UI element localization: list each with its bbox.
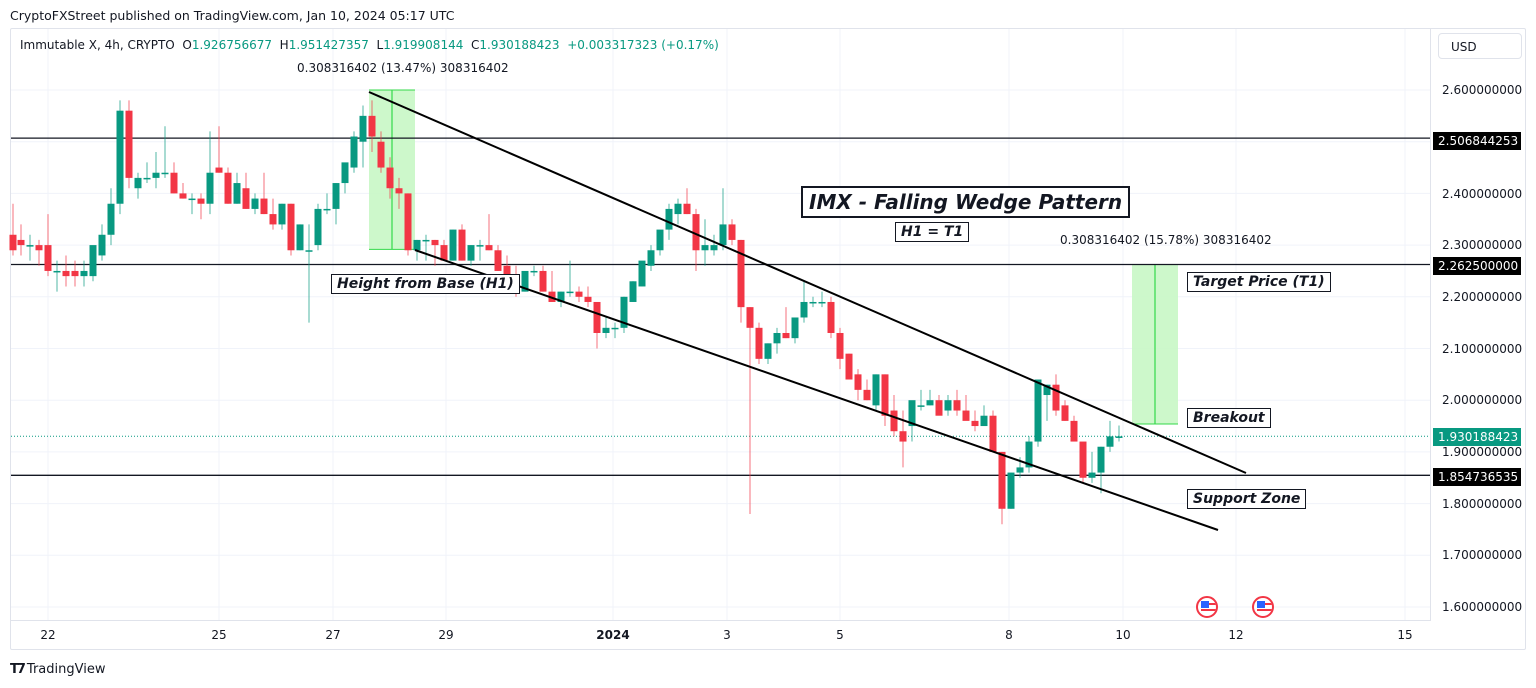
price-tick: 2.400000000 [1442,187,1523,201]
price-tick: 1.600000000 [1442,600,1523,614]
time-tick: 15 [1397,628,1413,642]
tradingview-logo[interactable]: T7 TradingView [10,662,106,677]
change-value: +0.003317323 (+0.17%) [567,38,719,52]
tradingview-logo-icon: T7 [10,662,26,677]
height-from-base-note[interactable]: Height from Base (H1) [331,274,520,294]
low-value: 1.919908144 [383,38,464,52]
time-tick: 2024 [596,628,630,642]
target-price-note[interactable]: Target Price (T1) [1187,272,1331,292]
time-tick: 5 [836,628,844,642]
support-price-tag: 1.854736535 [1433,468,1521,486]
us-flag-event-icon[interactable] [1252,596,1274,618]
us-flag-event-icon[interactable] [1196,596,1218,618]
time-tick: 29 [438,628,454,642]
t1-measure-label: 0.308316402 (15.78%) 308316402 [1060,233,1272,247]
publisher-line: CryptoFXStreet published on TradingView.… [10,8,455,23]
ohlc-legend: Immutable X, 4h, CRYPTO O1.926756677 H1.… [20,38,719,52]
time-tick: 25 [211,628,227,642]
time-tick: 8 [1005,628,1013,642]
time-tick: 22 [40,628,56,642]
price-tick: 1.700000000 [1442,548,1523,562]
time-tick: 12 [1228,628,1244,642]
price-tick: 2.000000000 [1442,393,1523,407]
breakout-note[interactable]: Breakout [1187,408,1271,428]
price-tick: 1.800000000 [1442,497,1523,511]
support-zone-note[interactable]: Support Zone [1187,489,1307,509]
time-tick: 3 [723,628,731,642]
time-axis[interactable] [11,620,1430,650]
price-tick: 2.100000000 [1442,342,1523,356]
formula-note[interactable]: H1 = T1 [895,222,970,242]
open-value: 1.926756677 [191,38,273,52]
symbol-label: Immutable X, 4h, CRYPTO [20,38,175,52]
price-tick: 2.200000000 [1442,290,1523,304]
resistance-price-tag: 2.506844253 [1433,132,1521,150]
price-tick: 2.300000000 [1442,238,1523,252]
h1-measure-label: 0.308316402 (13.47%) 308316402 [297,61,509,75]
time-tick: 10 [1115,628,1131,642]
chart-frame [10,28,1526,650]
price-axis[interactable] [1430,29,1526,621]
time-tick: 27 [325,628,341,642]
pattern-title-note[interactable]: IMX - Falling Wedge Pattern [801,186,1131,218]
price-tick: 1.900000000 [1442,445,1523,459]
price-tick: 2.600000000 [1442,83,1523,97]
currency-button[interactable]: USD [1438,33,1522,59]
close-value: 1.930188423 [479,38,560,52]
current-price-tag: 1.930188423 [1433,428,1521,446]
target-price-tag: 2.262500000 [1433,257,1521,275]
high-value: 1.951427357 [288,38,369,52]
